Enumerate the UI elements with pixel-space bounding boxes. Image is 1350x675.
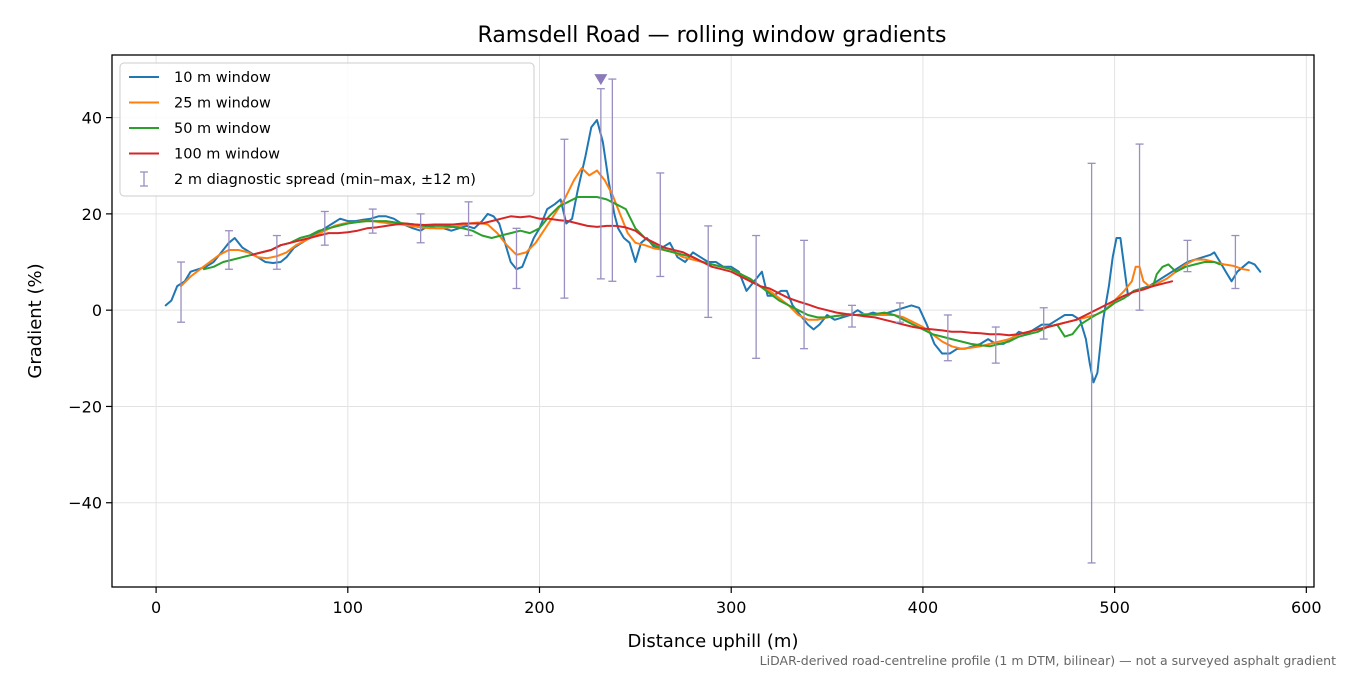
legend-label-1: 10 m window bbox=[174, 70, 271, 86]
x-tick-label: 400 bbox=[908, 598, 939, 617]
legend-label-5: 2 m diagnostic spread (min–max, ±12 m) bbox=[174, 172, 476, 188]
legend-box bbox=[119, 62, 535, 197]
x-tick-label: 0 bbox=[151, 598, 161, 617]
x-tick-label: 200 bbox=[524, 598, 555, 617]
legend: 10 m window 25 m window 50 m window 100 m w… bbox=[119, 62, 535, 197]
x-tick-label: 600 bbox=[1291, 598, 1322, 617]
peak-marker bbox=[594, 74, 608, 86]
y-tick-label: 0 bbox=[92, 301, 102, 320]
series-line-1 bbox=[164, 119, 1262, 384]
y-tick-label: 20 bbox=[82, 205, 102, 224]
x-tick-label: 300 bbox=[716, 598, 747, 617]
y-tick-label: −40 bbox=[68, 494, 102, 513]
grid bbox=[112, 55, 1314, 587]
series-line-3 bbox=[203, 196, 1222, 348]
x-tick-label: 500 bbox=[1099, 598, 1130, 617]
legend-label-3: 50 m window bbox=[174, 121, 271, 137]
legend-label-4: 100 m window bbox=[174, 147, 280, 163]
y-axis-label: Gradient (%) bbox=[25, 263, 46, 378]
ticks: 0 100 200 300 400 500 600 −40 −20 0 20 40 bbox=[68, 109, 1321, 617]
chart-title: Ramsdell Road — rolling window gradients bbox=[478, 23, 947, 48]
legend-label-2: 25 m window bbox=[174, 96, 271, 112]
series-line-4 bbox=[250, 215, 1174, 337]
plot-area bbox=[164, 74, 1262, 564]
x-tick-label: 100 bbox=[333, 598, 364, 617]
footnote: LiDAR-derived road-centreline profile (1… bbox=[760, 653, 1336, 668]
x-axis-label: Distance uphill (m) bbox=[628, 631, 799, 652]
axes-frame bbox=[111, 54, 1315, 588]
errorbar-series bbox=[177, 78, 1240, 564]
y-tick-label: 40 bbox=[82, 109, 102, 128]
y-tick-label: −20 bbox=[68, 397, 102, 416]
